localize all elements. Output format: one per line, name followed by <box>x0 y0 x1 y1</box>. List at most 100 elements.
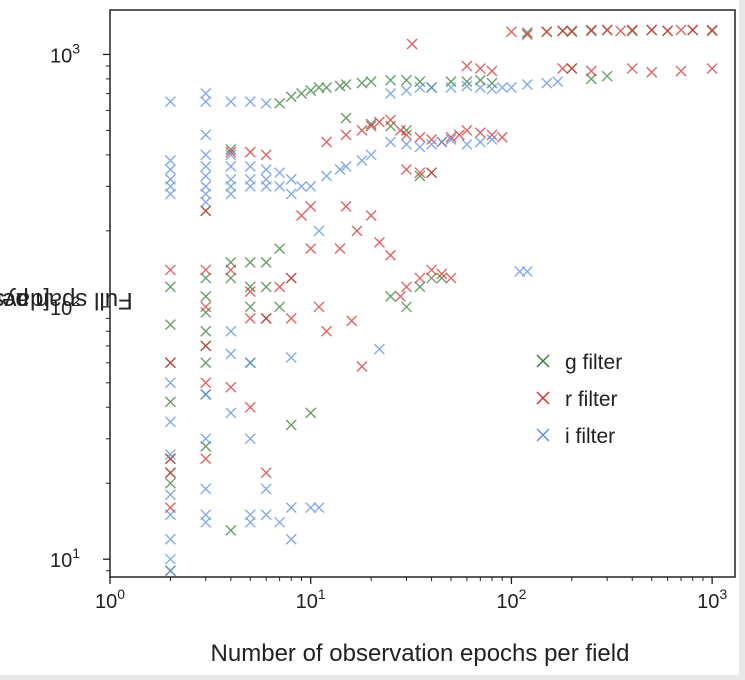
data-point-i-filter-19 <box>200 170 212 182</box>
data-point-r-filter-7 <box>200 301 212 313</box>
data-point-i-filter-79 <box>505 81 517 93</box>
data-point-i-filter-51 <box>274 167 286 179</box>
data-point-i-filter-16 <box>200 129 212 141</box>
data-point-r-filter-69 <box>541 26 553 38</box>
data-point-r-filter-17 <box>244 401 256 413</box>
data-point-g-filter-10 <box>200 290 212 302</box>
data-point-i-filter-65 <box>334 164 346 176</box>
data-point-i-filter-29 <box>225 149 237 161</box>
data-point-r-filter-8 <box>200 340 212 352</box>
data-point-g-filter-23 <box>244 301 256 313</box>
data-point-i-filter-62 <box>313 225 325 237</box>
data-point-r-filter-2 <box>164 453 176 465</box>
data-point-r-filter-21 <box>274 281 286 293</box>
data-point-i-filter-17 <box>200 149 212 161</box>
data-point-r-filter-66 <box>406 38 418 50</box>
data-point-g-filter-53 <box>385 290 397 302</box>
data-point-r-filter-31 <box>346 315 358 327</box>
data-point-i-filter-78 <box>496 81 508 93</box>
data-point-r-filter-14 <box>244 146 256 158</box>
data-point-r-filter-43 <box>394 124 406 136</box>
data-point-g-filter-42 <box>365 76 377 88</box>
data-point-r-filter-44 <box>400 129 412 141</box>
data-point-r-filter-73 <box>601 24 613 36</box>
data-point-r-filter-55 <box>414 167 426 179</box>
data-point-r-filter-12 <box>225 264 237 276</box>
data-point-i-filter-8 <box>164 448 176 460</box>
data-point-i-filter-30 <box>225 160 237 172</box>
data-point-i-filter-13 <box>164 565 176 577</box>
data-point-i-filter-7 <box>164 416 176 428</box>
data-point-r-filter-54 <box>400 164 412 176</box>
data-point-i-filter-10 <box>164 509 176 521</box>
data-point-r-filter-65 <box>486 65 498 77</box>
data-point-i-filter-68 <box>365 149 377 161</box>
data-point-r-filter-23 <box>285 312 297 324</box>
data-point-r-filter-9 <box>200 377 212 389</box>
data-point-g-filter-59 <box>461 76 473 88</box>
data-point-g-filter-19 <box>225 272 237 284</box>
legend-marker-0 <box>536 354 550 368</box>
data-point-r-filter-4 <box>164 467 176 479</box>
data-point-r-filter-87 <box>706 62 718 74</box>
data-point-g-filter-32 <box>285 91 297 103</box>
data-point-r-filter-76 <box>646 24 658 36</box>
y-tick-label-0: 101 <box>50 545 80 572</box>
data-point-i-filter-83 <box>385 136 397 148</box>
data-point-r-filter-33 <box>356 361 368 373</box>
data-point-g-filter-28 <box>274 243 286 255</box>
data-point-g-filter-40 <box>340 79 352 91</box>
data-point-i-filter-41 <box>244 357 256 369</box>
data-point-r-filter-35 <box>373 236 385 248</box>
data-point-i-filter-55 <box>285 188 297 200</box>
data-point-g-filter-75 <box>601 70 613 82</box>
x-tick-label-0: 100 <box>95 586 125 613</box>
legend: g filter r filter i filter <box>536 351 622 448</box>
data-point-r-filter-51 <box>474 127 486 139</box>
data-point-i-filter-57 <box>285 502 297 514</box>
legend-label-0: g filter <box>565 351 622 374</box>
data-point-i-filter-35 <box>225 348 237 360</box>
data-point-i-filter-14 <box>200 88 212 100</box>
x-tick-label-1: 101 <box>296 586 326 613</box>
data-point-r-filter-80 <box>706 24 718 36</box>
data-point-g-filter-29 <box>274 301 286 313</box>
data-point-r-filter-29 <box>334 243 346 255</box>
data-point-g-filter-44 <box>400 74 412 86</box>
data-point-i-filter-33 <box>225 188 237 200</box>
data-point-g-filter-34 <box>296 88 308 100</box>
data-point-i-filter-75 <box>461 80 473 92</box>
data-point-i-filter-2 <box>164 164 176 176</box>
data-point-r-filter-81 <box>557 62 569 74</box>
data-point-r-filter-28 <box>321 325 333 337</box>
data-point-g-filter-26 <box>260 281 272 293</box>
data-point-i-filter-67 <box>356 154 368 166</box>
data-point-r-filter-77 <box>662 25 674 37</box>
data-point-r-filter-36 <box>385 249 397 261</box>
data-point-g-filter-47 <box>340 112 352 124</box>
data-point-i-filter-50 <box>260 509 272 521</box>
data-point-g-filter-17 <box>225 144 237 156</box>
data-point-r-filter-5 <box>200 205 212 217</box>
data-point-g-filter-35 <box>305 407 317 419</box>
data-point-r-filter-13 <box>225 381 237 393</box>
legend-label-2: i filter <box>565 425 615 448</box>
data-point-i-filter-76 <box>474 81 486 93</box>
data-point-r-filter-50 <box>461 124 473 136</box>
data-point-r-filter-62 <box>445 272 457 284</box>
data-point-r-filter-67 <box>505 26 517 38</box>
data-point-i-filter-60 <box>305 180 317 192</box>
series-r-filter <box>164 24 718 514</box>
data-point-i-filter-66 <box>340 160 352 172</box>
data-point-i-filter-44 <box>244 516 256 528</box>
data-point-i-filter-52 <box>274 180 286 192</box>
data-point-i-filter-0 <box>164 96 176 108</box>
data-point-r-filter-37 <box>321 136 333 148</box>
data-point-r-filter-34 <box>365 210 377 222</box>
data-point-r-filter-19 <box>260 312 272 324</box>
data-point-r-filter-84 <box>626 62 638 74</box>
data-point-r-filter-20 <box>260 467 272 479</box>
data-point-r-filter-78 <box>675 24 687 36</box>
data-point-i-filter-36 <box>225 407 237 419</box>
